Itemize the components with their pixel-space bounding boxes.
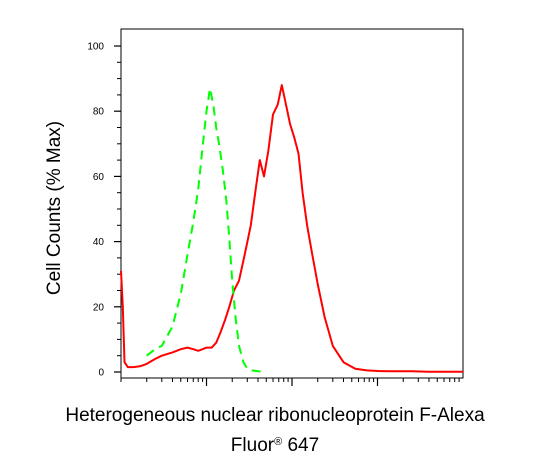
y-tick-label: 0	[98, 368, 104, 379]
plot-frame	[120, 28, 464, 379]
x-axis	[120, 378, 460, 386]
y-axis-title: Cell Counts (% Max)	[44, 121, 65, 295]
x-axis-title-fluor: Fluor	[230, 435, 275, 456]
y-tick-label: 60	[93, 172, 105, 183]
x-axis-title-number: 647	[282, 435, 320, 456]
x-axis-title-line2: Fluor® 647	[0, 430, 550, 458]
y-tick-label: 100	[87, 42, 104, 53]
series-layer	[120, 84, 463, 373]
y-axis: 0 20 40 60 80 100	[87, 42, 121, 379]
y-tick-label: 80	[93, 107, 105, 118]
series-line-1	[120, 84, 463, 373]
y-tick-label: 40	[93, 237, 105, 248]
registered-mark: ®	[274, 436, 283, 448]
y-tick-label: 20	[93, 302, 105, 313]
series-line-2	[146, 87, 267, 373]
x-axis-title-line1: Heterogeneous nuclear ribonucleoprotein …	[65, 405, 485, 426]
